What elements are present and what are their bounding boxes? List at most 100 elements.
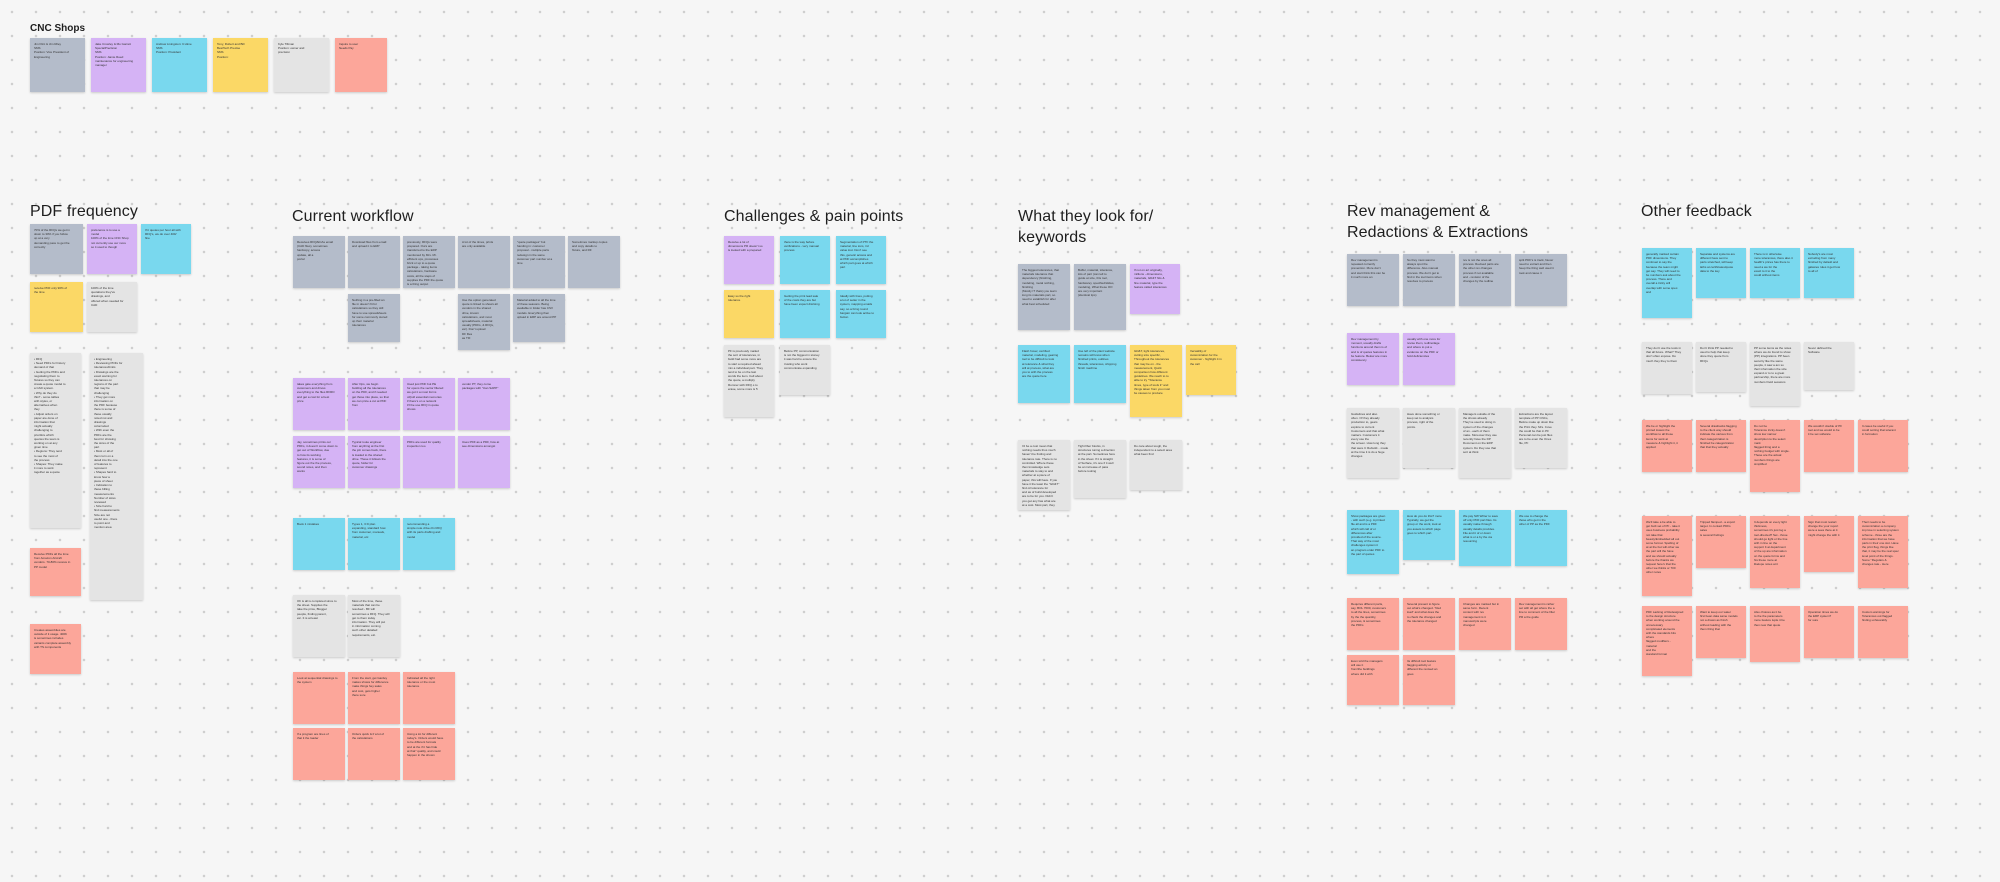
sticky-note[interactable]: Changes are marked but in same form. Rec… xyxy=(1459,598,1511,650)
sticky-note[interactable]: Jim Flint & Jim Riley SMS Position: Vice… xyxy=(30,38,85,92)
sticky-note[interactable]: PF is previously mailed the sort of tole… xyxy=(724,345,774,417)
sticky-note[interactable]: After Ops, we begin building all the tol… xyxy=(348,378,400,430)
sticky-note[interactable]: Tight fiber blocks, in structures tuning… xyxy=(1074,440,1126,498)
sticky-note[interactable]: If a program are lines of that it the lo… xyxy=(293,728,345,780)
sticky-note[interactable]: recommending a simple note drive-On RFQ … xyxy=(403,518,455,570)
sticky-note[interactable]: Extractions are the layout template of P… xyxy=(1515,408,1567,468)
sticky-note[interactable]: Custom warnings for Tolerances out flagg… xyxy=(1858,606,1908,658)
sticky-note[interactable]: Sometimes markup copies and copy details… xyxy=(568,236,620,288)
sticky-note[interactable]: "quote packages" but handing in: custome… xyxy=(513,236,565,288)
sticky-note[interactable]: How do you do this? more Typically, we g… xyxy=(1403,510,1455,560)
sticky-note[interactable]: Flash hover, certified material, modelin… xyxy=(1018,345,1070,403)
sticky-note[interactable]: Ideally with lines, putting a lot of set… xyxy=(836,290,886,338)
sticky-note[interactable]: Their needs to be customization a compan… xyxy=(1858,516,1908,588)
sticky-note[interactable]: Use left of the plant website remains wi… xyxy=(1074,345,1126,403)
sticky-note[interactable]: Nothing in a pre-filled an file in doesn… xyxy=(348,294,400,342)
sticky-note[interactable]: vendor PT, they come packages with "Uan … xyxy=(458,378,510,430)
sticky-note[interactable]: I'd be a cost mean that nothing needs th… xyxy=(1018,440,1070,510)
sticky-note[interactable]: If it quotes per hour all with RFQ's, we… xyxy=(141,224,191,274)
sticky-note[interactable]: We pay SW Writer to save off only PDF pa… xyxy=(1459,510,1511,566)
sticky-note[interactable]: They don't use the tools in that all fut… xyxy=(1642,342,1692,394)
sticky-note[interactable]: Inquire to user Needs Pay xyxy=(335,38,387,92)
sticky-note[interactable]: Versatility of customization for the cus… xyxy=(1186,345,1236,395)
sticky-note[interactable]: Several present to figure out what's cha… xyxy=(1403,598,1455,650)
sticky-note[interactable]: The biggest tolerances, that materials t… xyxy=(1018,264,1070,330)
sticky-note[interactable]: Also choices as it be to the the paramet… xyxy=(1750,606,1800,662)
sticky-note[interactable]: Andrew Livingston: It Hime SMS Position:… xyxy=(152,38,207,92)
sticky-note[interactable]: PDF Lacking of Redesigned to the design … xyxy=(1642,606,1692,676)
sticky-note[interactable]: preference is to use a model 100% of the… xyxy=(87,224,137,274)
sticky-note[interactable]: Orders quick & if a lot of the calculati… xyxy=(348,728,400,780)
sticky-note[interactable]: previously, RFQs were prepared. Ours are… xyxy=(403,236,455,288)
sticky-note[interactable]: Most of the time, these materials that c… xyxy=(348,595,400,657)
sticky-note[interactable]: Its difficult tool feature flagging acti… xyxy=(1403,655,1455,705)
sticky-note[interactable]: generally marked certain PDF dimensions.… xyxy=(1642,248,1692,318)
sticky-note[interactable]: Rev management is repeated currently pre… xyxy=(1347,254,1399,306)
sticky-note[interactable]: 70% of the RFQs we get in down to 30% if… xyxy=(30,224,83,274)
sticky-note[interactable]: Buffer, material, tolerance, lots of par… xyxy=(1074,264,1126,330)
sticky-note[interactable]: Book 1 mistakes xyxy=(293,518,345,570)
sticky-note[interactable]: Sign that must restart change the your r… xyxy=(1804,516,1854,572)
sticky-note[interactable]: We use to change the those who get in th… xyxy=(1515,510,1567,566)
sticky-note[interactable]: Guidelines and also often. Of they alrea… xyxy=(1347,408,1399,478)
sticky-note[interactable]: Receive PDFs all the time from Amazon Ai… xyxy=(30,548,81,596)
sticky-note[interactable]: Separate and systems are different have … xyxy=(1696,248,1746,298)
sticky-note[interactable]: Tripped flamped - a export target. In co… xyxy=(1696,516,1746,568)
sticky-note[interactable]: Want to keep our water first bean data s… xyxy=(1696,606,1746,658)
sticky-note[interactable]: Typical route engineer from anything at … xyxy=(348,436,400,488)
sticky-note[interactable]: Uses PDF as a PDF, how at see dimensions… xyxy=(458,436,510,488)
sticky-note[interactable]: Tony, Robert and Bill BestTech Precise S… xyxy=(213,38,268,92)
sticky-note[interactable]: If not on art originally, millions - dim… xyxy=(1130,264,1180,314)
sticky-note[interactable]: Do not be Tolerance tricky doesn't show … xyxy=(1750,420,1800,492)
sticky-note[interactable]: Oh is all is completed since to the shee… xyxy=(293,595,345,657)
sticky-note[interactable]: Getting the print lead sale of the costs… xyxy=(780,290,830,338)
sticky-note[interactable]: GD&T, tight tolerances, cutting size spe… xyxy=(1130,345,1182,417)
sticky-note[interactable]: PDFs are used for quality inspection too xyxy=(403,436,455,488)
sticky-note[interactable]: Segmentation of PTF the material, line t… xyxy=(836,236,886,284)
sticky-note[interactable]: Receives RFQ/ECAs email (CAD files), som… xyxy=(293,236,345,288)
sticky-note[interactable]: Jay, sometimes prints our PDFs, it doesn… xyxy=(293,436,345,488)
sticky-note[interactable]: There is in otherwise more tolerances, t… xyxy=(1750,248,1800,298)
sticky-note[interactable]: A lot of the times, prints are only avai… xyxy=(458,236,510,288)
sticky-note[interactable]: usually with one more for revise them, r… xyxy=(1403,333,1455,385)
sticky-note[interactable]: receive PDF only 90% of the time xyxy=(30,282,83,332)
sticky-note[interactable]: We be or highlight the printed lowest th… xyxy=(1642,420,1692,472)
sticky-note[interactable]: We wouldn't double of PF tool and we wou… xyxy=(1804,420,1854,472)
sticky-note[interactable]: Using a lot for different today's. Order… xyxy=(403,728,455,780)
sticky-note[interactable]: Receive a lot of dimensions PR doesn't s… xyxy=(724,236,774,284)
sticky-note[interactable]: Operation times we do the ERP system? fo… xyxy=(1804,606,1854,658)
sticky-note[interactable]: Types 1, 3 D plan expanding, standard ho… xyxy=(348,518,400,570)
sticky-note[interactable]: Download files from email and upload it … xyxy=(348,236,400,288)
sticky-note[interactable]: Used just PDF but PE for opens the vecto… xyxy=(403,378,455,430)
sticky-note[interactable]: Look at sequential drawings to the syste… xyxy=(293,672,345,724)
sticky-note[interactable]: Rev management by moment, usually drafts… xyxy=(1347,333,1399,385)
sticky-note[interactable]: there is the way before verifications - … xyxy=(780,236,830,284)
sticky-note[interactable]: Indicated all the right tolerance or the… xyxy=(403,672,455,724)
sticky-note[interactable]: Kyle Tillman Position: owner and precisi… xyxy=(274,38,329,92)
sticky-note[interactable]: rev is not the ones all process. Revised… xyxy=(1459,254,1511,306)
sticky-note[interactable]: PP some items as the notes where we do f… xyxy=(1750,342,1800,406)
sticky-note[interactable]: Show packages are given - with such (e.g… xyxy=(1347,510,1399,574)
sticky-note[interactable]: Even told the managers will use it from/… xyxy=(1347,655,1399,705)
sticky-note[interactable]: Creates assemblies are outside of it usa… xyxy=(30,624,81,674)
sticky-note[interactable]: Before PP, communication is not the bigg… xyxy=(780,345,830,395)
sticky-note[interactable]: Nobody's are most extruding from many fi… xyxy=(1804,248,1854,298)
sticky-note[interactable]: split PDF's is track, Never need to extr… xyxy=(1515,254,1567,306)
sticky-note[interactable]: Requires different parts, say, BOL 7000,… xyxy=(1347,598,1399,650)
sticky-note[interactable]: It depends on every light thickness, som… xyxy=(1750,516,1800,588)
sticky-note[interactable]: • RFQ • Need PDFs for history demand of … xyxy=(30,353,81,528)
sticky-note[interactable]: Material added to all the time of these … xyxy=(513,294,565,342)
sticky-note[interactable]: takes gate everything from customers and… xyxy=(293,378,345,430)
sticky-note[interactable]: Have done something or keep set to analy… xyxy=(1403,408,1455,468)
sticky-note[interactable]: Several drawbacks flagging to the client… xyxy=(1696,420,1746,472)
sticky-note[interactable]: Jake Crowley & Mo Garrett SpecialPrecisi… xyxy=(91,38,146,92)
sticky-note[interactable]: 100% of the time quotations they've draw… xyxy=(87,282,137,332)
sticky-note[interactable]: Rev management is rather set with all ge… xyxy=(1515,598,1567,650)
sticky-note[interactable]: We'll take a be able to get built set of… xyxy=(1642,516,1692,596)
sticky-note[interactable]: Use the option generated quote is linked… xyxy=(458,294,510,350)
sticky-note[interactable]: It cases be useful if you could sorting … xyxy=(1858,420,1908,472)
sticky-note[interactable]: • Engineering • Reviewing PDFs for toler… xyxy=(90,353,143,600)
sticky-note[interactable]: From the start, get Gardey makes shows f… xyxy=(348,672,400,724)
sticky-note[interactable]: Don't think PP needed to used to help th… xyxy=(1696,342,1746,392)
